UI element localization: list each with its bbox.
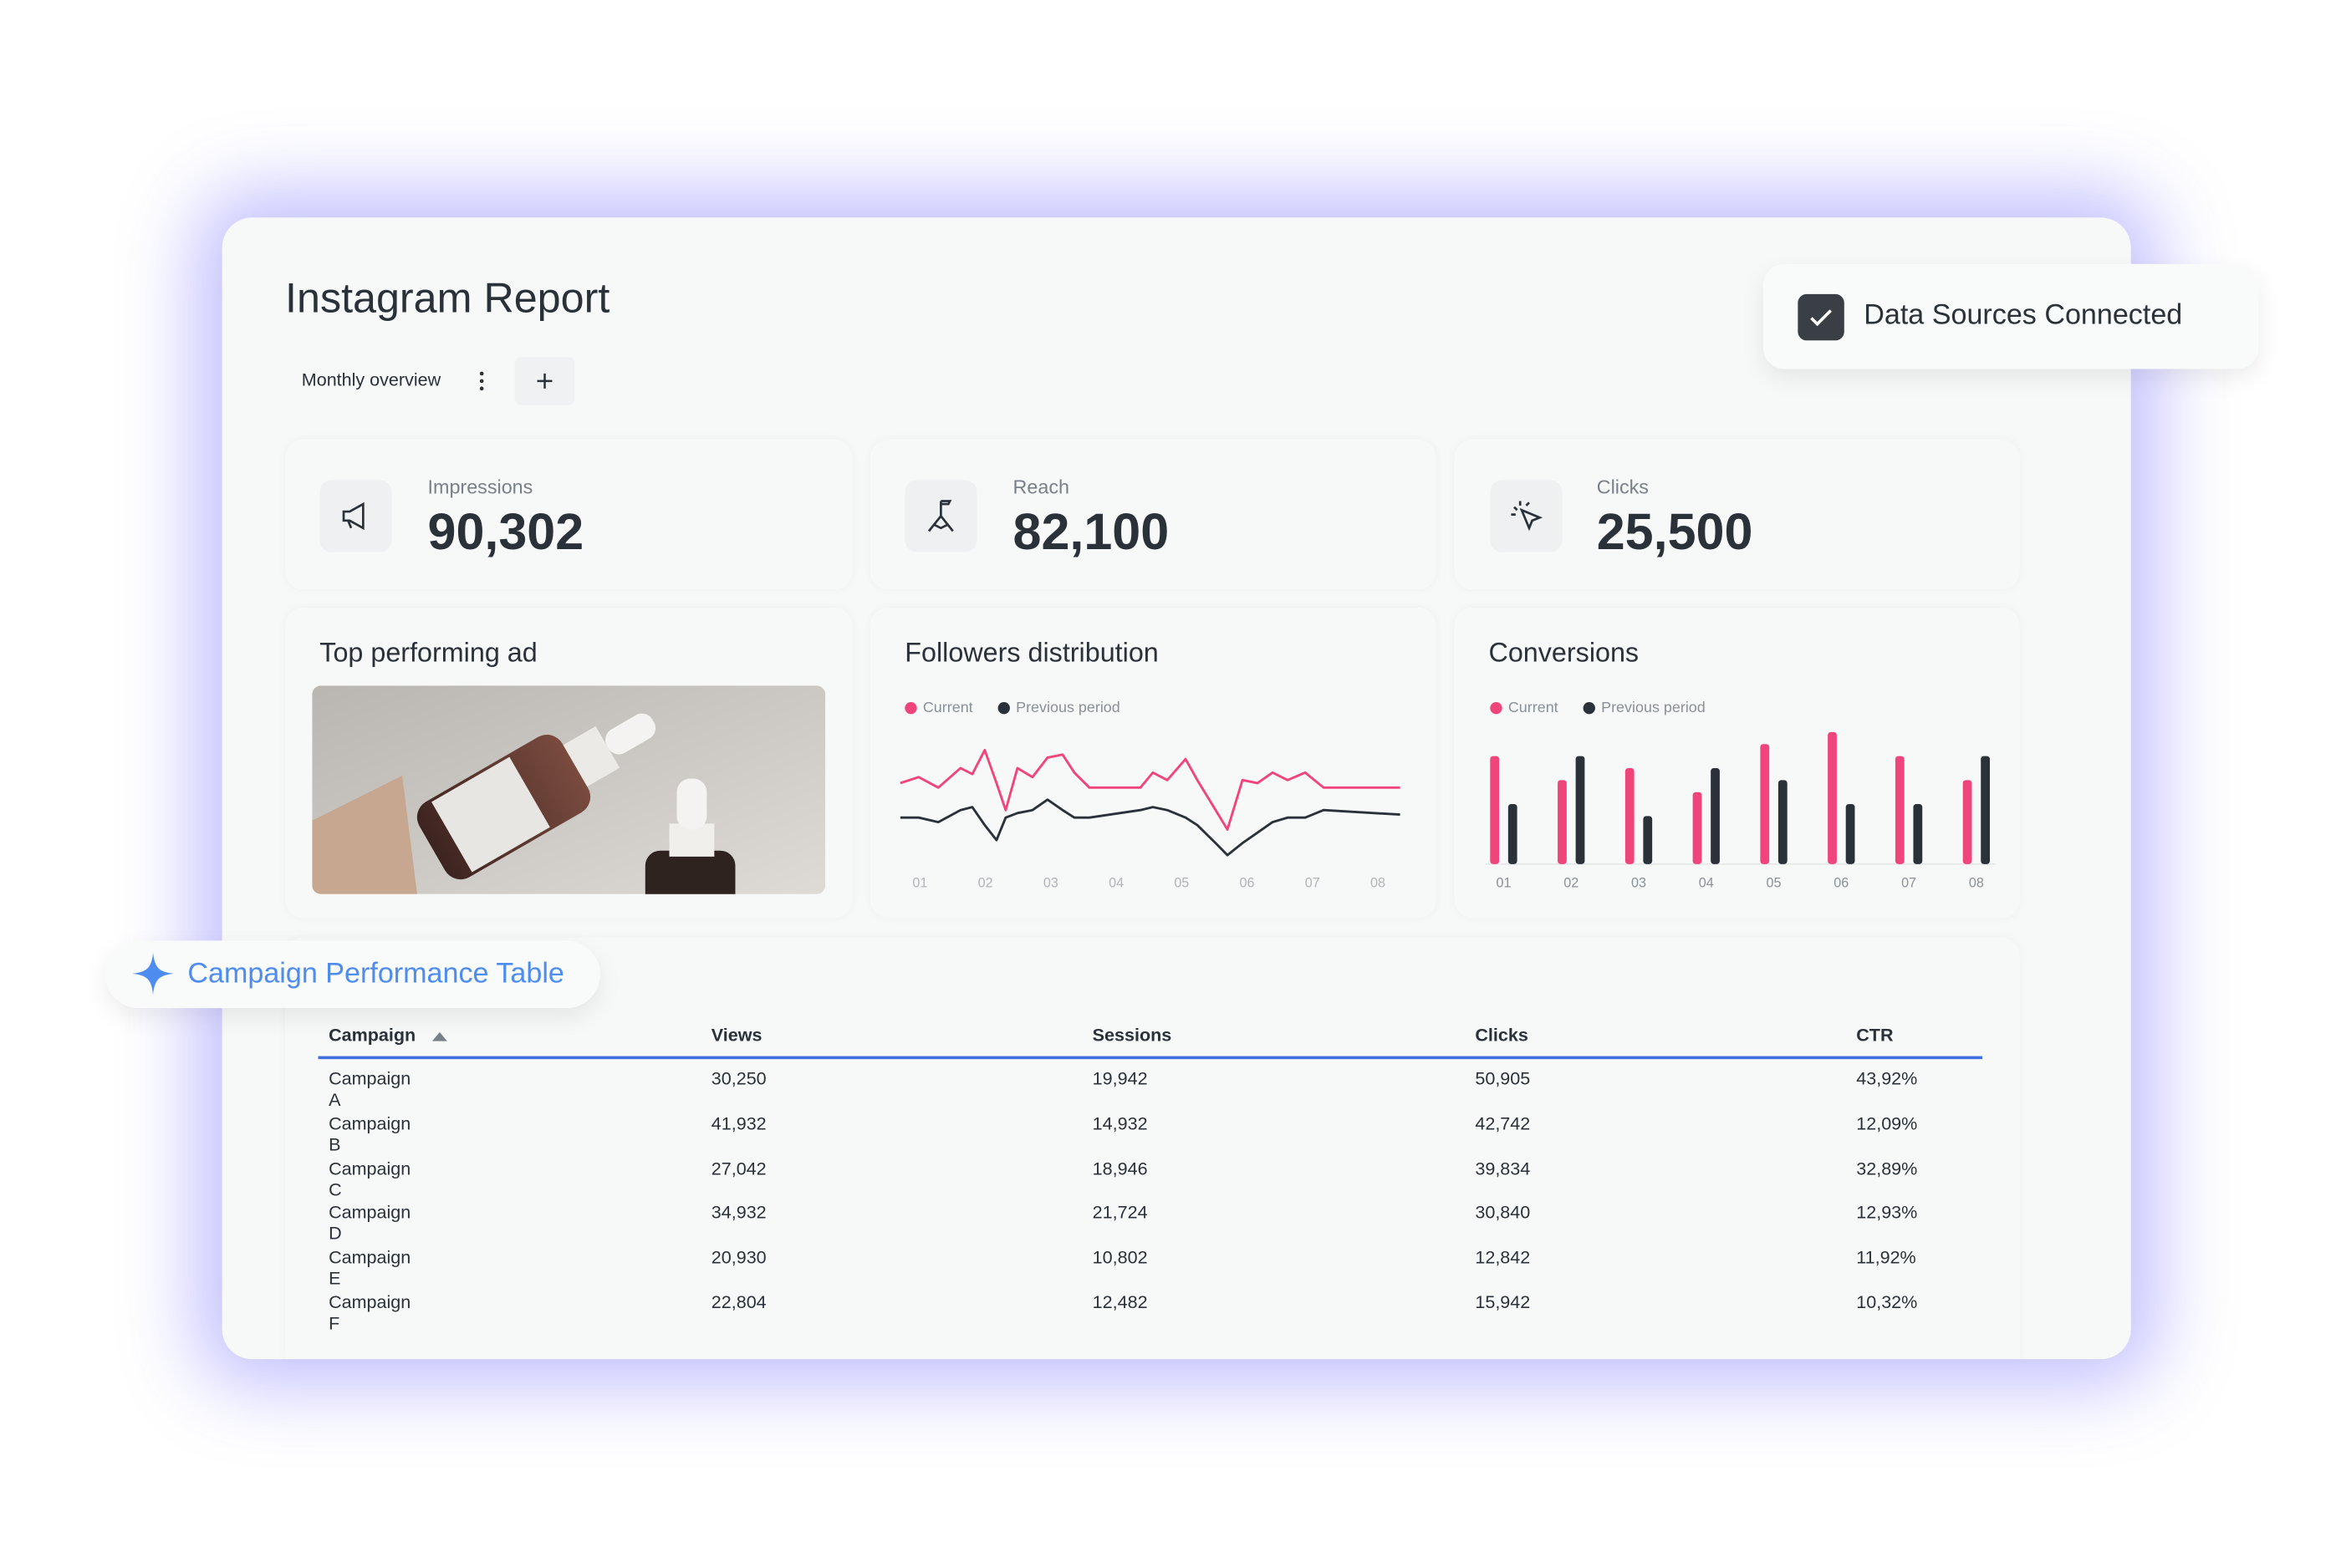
table-cell: Campaign F [329, 1291, 411, 1334]
column-header: CTR [1856, 1024, 1894, 1046]
table-cell: 22,804 [711, 1291, 767, 1313]
table-cell: 50,905 [1475, 1067, 1531, 1090]
kpi-icon [1490, 480, 1563, 552]
table-cell: 42,742 [1475, 1112, 1531, 1134]
table-cell: 10,32% [1856, 1291, 1918, 1313]
table-cell: 32,89% [1856, 1157, 1918, 1179]
chart-title: Conversions [1488, 637, 1640, 668]
table-cell: Campaign B [329, 1112, 411, 1155]
kpi-label: Clicks [1596, 475, 1649, 498]
column-header: Clicks [1475, 1024, 1528, 1046]
sort-icon[interactable] [431, 1029, 449, 1044]
table-card [285, 937, 2020, 1360]
kpi-icon [905, 480, 977, 552]
add-tab-button[interactable] [514, 357, 575, 405]
table-cell: 30,840 [1475, 1202, 1531, 1224]
tab-menu-icon[interactable] [474, 369, 489, 394]
kpi-value: 25,500 [1596, 504, 1753, 562]
table-cell: 14,932 [1092, 1112, 1148, 1134]
table-cell: 18,946 [1092, 1157, 1148, 1179]
column-header: Sessions [1092, 1024, 1172, 1046]
ad-image [312, 685, 826, 894]
table-cell: Campaign C [329, 1157, 411, 1200]
table-cell: 30,250 [711, 1067, 767, 1090]
table-cell: 15,942 [1475, 1291, 1531, 1313]
table-cell: 27,042 [711, 1157, 767, 1179]
chart-card [1454, 607, 2020, 919]
badge [1762, 263, 2259, 369]
table-cell: 12,09% [1856, 1112, 1918, 1134]
badge-text: Data Sources Connected [1864, 299, 2183, 332]
kpi-label: Impressions [427, 475, 533, 498]
check-icon [1798, 293, 1844, 341]
kpi-icon [319, 480, 392, 552]
column-header: Views [711, 1024, 762, 1046]
table-cell: 20,930 [711, 1246, 767, 1269]
table-cell: 11,92% [1856, 1246, 1916, 1269]
table-cell: 41,932 [711, 1112, 767, 1134]
card-title: Top performing ad [319, 637, 538, 668]
table-pill [105, 940, 600, 1009]
table-cell: 43,92% [1856, 1067, 1918, 1090]
sparkle-icon [131, 952, 175, 995]
table-cell: 12,93% [1856, 1202, 1918, 1224]
table-cell: Campaign E [329, 1246, 411, 1290]
kpi-value: 90,302 [427, 504, 584, 562]
table-cell: Campaign A [329, 1067, 411, 1111]
table-cell: 39,834 [1475, 1157, 1531, 1179]
table-cell: 34,932 [711, 1202, 767, 1224]
table-cell: Campaign D [329, 1202, 411, 1245]
report-title: Instagram Report [285, 274, 610, 322]
kpi-label: Reach [1012, 475, 1069, 498]
table-cell: 12,482 [1092, 1291, 1148, 1313]
table-cell: 12,842 [1475, 1246, 1531, 1269]
table-cell: 10,802 [1092, 1246, 1148, 1269]
header-underline [318, 1056, 1983, 1060]
tab[interactable]: Monthly overview [301, 369, 441, 390]
table-cell: 21,724 [1092, 1202, 1148, 1224]
column-header: Campaign [329, 1024, 416, 1046]
table-cell: 19,942 [1092, 1067, 1148, 1090]
table-title: Campaign Performance Table [187, 958, 564, 990]
kpi-value: 82,100 [1012, 504, 1170, 562]
chart-title: Followers distribution [905, 637, 1159, 668]
